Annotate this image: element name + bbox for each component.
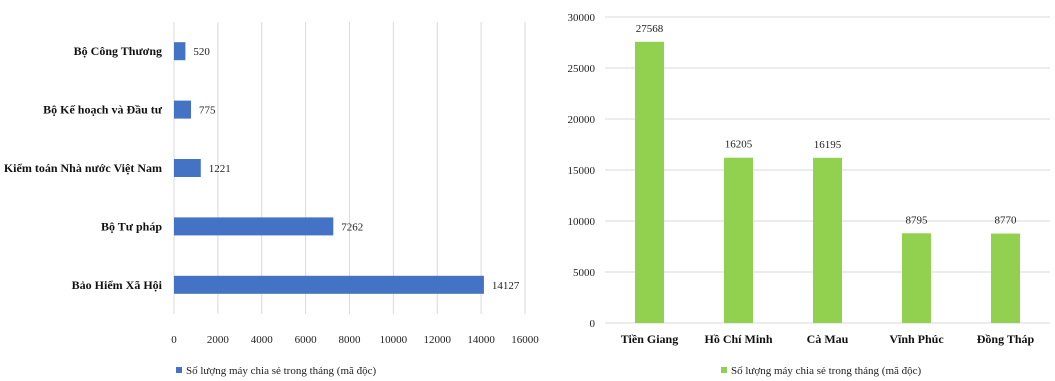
category-label: Bộ Kế hoạch và Đầu tư — [43, 103, 163, 117]
x-tick-label: 2000 — [207, 334, 230, 346]
bar — [174, 159, 201, 177]
y-tick-label: 10000 — [568, 216, 596, 228]
x-tick-label: 6000 — [295, 334, 318, 346]
data-label: 16195 — [814, 139, 842, 151]
category-label: Đồng Tháp — [977, 332, 1035, 346]
category-label: Hồ Chí Minh — [704, 332, 772, 346]
legend-label: Số lượng máy chia sẻ trong tháng (mã độc… — [731, 365, 922, 377]
data-label: 1221 — [209, 163, 231, 175]
right-bar-chart: 0 5000 10000 15000 20000 25000 30000 27568 Tiền … — [568, 12, 1050, 377]
bar — [174, 275, 484, 294]
category-label: Bộ Công Thương — [74, 44, 162, 58]
y-tick-label: 15000 — [568, 165, 596, 177]
y-tick-label: 20000 — [568, 114, 596, 126]
x-tick-label: 0 — [171, 334, 177, 346]
x-tick-label: 12000 — [424, 334, 452, 346]
bar — [174, 217, 334, 236]
data-label: 520 — [193, 46, 210, 58]
legend-swatch — [721, 367, 727, 373]
bar — [174, 42, 186, 61]
category-label: Vĩnh Phúc — [889, 332, 944, 346]
data-label: 14127 — [492, 280, 520, 292]
category-label: Bộ Tư pháp — [101, 219, 162, 233]
y-tick-label: 0 — [590, 318, 596, 330]
data-label: 8770 — [995, 215, 1018, 227]
data-label: 775 — [199, 105, 216, 117]
x-tick-label: 14000 — [467, 334, 495, 346]
data-label: 16205 — [725, 139, 753, 151]
legend-label: Số lượng máy chia sẻ trong tháng (mã độc… — [186, 365, 377, 377]
category-label: Tiền Giang — [621, 332, 678, 346]
x-tick-label: 8000 — [339, 334, 362, 346]
data-label: 8795 — [906, 214, 929, 226]
bar — [635, 41, 664, 324]
category-label: Bảo Hiểm Xã Hội — [72, 278, 163, 292]
left-bar-chart: 0 2000 4000 6000 8000 10000 12000 14000 16000 Bộ … — [4, 22, 539, 377]
category-label: Cà Mau — [807, 332, 849, 346]
bar — [902, 233, 931, 323]
y-tick-label: 25000 — [568, 63, 596, 75]
data-label: 7262 — [341, 221, 363, 233]
data-label: 27568 — [636, 23, 664, 35]
y-tick-label: 5000 — [573, 267, 596, 279]
x-tick-label: 16000 — [511, 334, 539, 346]
y-tick-label: 30000 — [568, 12, 596, 24]
bar — [813, 157, 842, 323]
x-tick-label: 4000 — [251, 334, 274, 346]
x-tick-label: 10000 — [380, 334, 408, 346]
bar — [991, 233, 1020, 323]
bar — [174, 100, 192, 119]
bar — [724, 157, 753, 323]
category-label: Kiểm toán Nhà nước Việt Nam — [4, 161, 162, 175]
legend-swatch — [176, 367, 182, 373]
